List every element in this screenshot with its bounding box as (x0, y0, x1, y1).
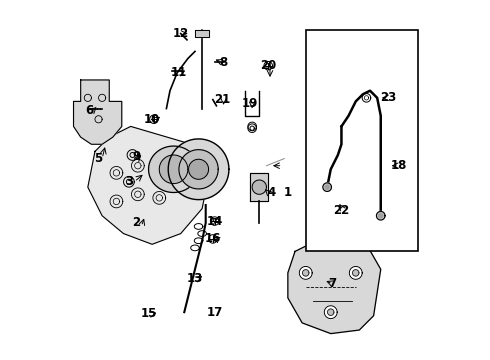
Polygon shape (349, 266, 362, 279)
Text: 4: 4 (268, 186, 276, 199)
Text: 9: 9 (132, 150, 140, 163)
Polygon shape (250, 173, 268, 202)
Bar (306, 30, 418, 251)
Text: 17: 17 (206, 306, 223, 319)
Text: 16: 16 (205, 233, 221, 246)
Polygon shape (195, 30, 209, 37)
Polygon shape (88, 126, 209, 244)
Text: 19: 19 (242, 97, 259, 110)
Polygon shape (376, 211, 385, 220)
Text: 2: 2 (132, 216, 140, 229)
Text: 13: 13 (187, 272, 203, 285)
Text: 10: 10 (144, 113, 160, 126)
Polygon shape (189, 159, 209, 179)
Text: 1: 1 (284, 186, 292, 199)
Text: 11: 11 (171, 66, 187, 79)
Polygon shape (324, 306, 337, 319)
Polygon shape (327, 309, 334, 315)
Text: 12: 12 (172, 27, 189, 40)
Polygon shape (288, 234, 381, 334)
Polygon shape (352, 270, 359, 276)
Text: 8: 8 (220, 55, 228, 69)
Text: 14: 14 (206, 215, 223, 228)
Polygon shape (379, 213, 383, 218)
Polygon shape (74, 80, 122, 144)
Text: 23: 23 (380, 91, 396, 104)
Text: 3: 3 (125, 175, 133, 188)
Text: 22: 22 (333, 204, 349, 217)
Polygon shape (159, 155, 188, 184)
Text: 18: 18 (391, 159, 407, 172)
Polygon shape (323, 183, 331, 192)
Polygon shape (168, 139, 229, 200)
Text: 6: 6 (85, 104, 94, 117)
Text: 20: 20 (260, 59, 276, 72)
Polygon shape (148, 146, 198, 193)
Text: 7: 7 (328, 277, 337, 290)
Text: 5: 5 (95, 152, 103, 165)
Polygon shape (179, 150, 218, 189)
Polygon shape (252, 180, 267, 194)
Text: 21: 21 (214, 93, 230, 106)
Text: 15: 15 (140, 307, 157, 320)
Polygon shape (302, 270, 309, 276)
Polygon shape (325, 185, 329, 189)
Polygon shape (299, 266, 312, 279)
